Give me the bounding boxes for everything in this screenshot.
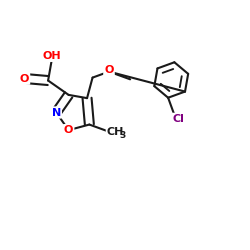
Text: O: O <box>64 125 73 135</box>
Text: O: O <box>20 74 29 84</box>
Text: 3: 3 <box>120 131 126 140</box>
Text: O: O <box>104 66 114 76</box>
Text: CH: CH <box>106 127 124 137</box>
Text: OH: OH <box>42 51 61 61</box>
Text: N: N <box>52 108 61 118</box>
Text: Cl: Cl <box>172 114 184 124</box>
